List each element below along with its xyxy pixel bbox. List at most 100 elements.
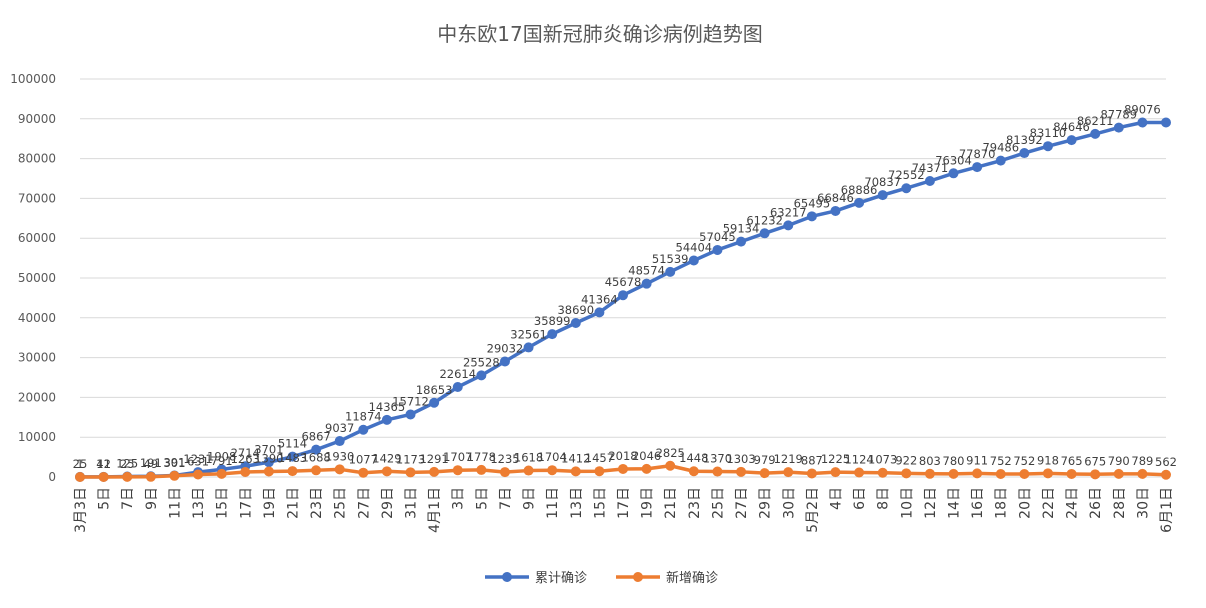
data-label: 77870 bbox=[959, 147, 996, 161]
data-point bbox=[75, 471, 85, 482]
x-tick-label: 13日 bbox=[569, 487, 585, 519]
data-label: 922 bbox=[895, 453, 917, 467]
data-label: 631 bbox=[187, 454, 209, 468]
legend-item-new[interactable]: 新增确诊 bbox=[616, 570, 718, 586]
data-label: 57045 bbox=[699, 230, 736, 244]
data-point bbox=[193, 469, 204, 480]
x-tick-label: 17日 bbox=[238, 487, 254, 519]
data-point bbox=[1161, 469, 1171, 480]
x-tick-label: 27日 bbox=[734, 487, 750, 519]
legend-item-cumulative[interactable]: 累计确诊 bbox=[485, 571, 587, 586]
y-tick-label: 90000 bbox=[18, 112, 56, 126]
data-point bbox=[523, 342, 534, 353]
data-label: 1707 bbox=[443, 450, 472, 464]
y-axis: 0 10000 20000 30000 40000 50000 60000 70000 8000… bbox=[10, 72, 56, 484]
x-tick-label: 5月2日 bbox=[805, 487, 821, 533]
x-tick-label: 8日 bbox=[876, 487, 892, 510]
data-point bbox=[759, 228, 770, 239]
x-tick-label: 20日 bbox=[1017, 487, 1033, 519]
data-point bbox=[1066, 468, 1077, 479]
data-point bbox=[523, 465, 534, 476]
x-tick-label: 29日 bbox=[380, 487, 396, 519]
data-label: 84646 bbox=[1053, 120, 1090, 134]
data-label: 1124 bbox=[844, 453, 873, 467]
data-point bbox=[972, 468, 983, 479]
x-tick-label: 7日 bbox=[498, 487, 514, 510]
data-label: 11874 bbox=[345, 410, 382, 424]
data-point bbox=[830, 205, 841, 216]
data-label: 301 bbox=[163, 456, 185, 470]
y-tick-label: 0 bbox=[48, 470, 56, 484]
x-tick-label: 25日 bbox=[333, 487, 349, 519]
data-point bbox=[429, 466, 440, 477]
data-point bbox=[334, 436, 345, 447]
data-label: 70837 bbox=[864, 175, 901, 189]
data-point bbox=[924, 176, 935, 187]
data-label: 1688 bbox=[301, 450, 330, 464]
data-label: 29032 bbox=[487, 341, 524, 355]
data-label: 1618 bbox=[514, 451, 543, 465]
x-tick-label: 15日 bbox=[592, 487, 608, 519]
data-label: 42 bbox=[96, 457, 111, 471]
chart-title: 中东欧17国新冠肺炎确诊病例趋势图 bbox=[437, 22, 762, 46]
data-label: 1073 bbox=[868, 453, 897, 467]
data-point bbox=[736, 466, 747, 477]
data-label: 780 bbox=[943, 454, 965, 468]
data-point bbox=[665, 266, 676, 277]
x-tick-label: 23日 bbox=[687, 487, 703, 519]
data-point bbox=[688, 466, 699, 477]
x-tick-label: 19日 bbox=[262, 487, 278, 519]
data-point bbox=[1066, 135, 1077, 146]
x-tick-label: 11日 bbox=[545, 487, 561, 519]
data-point bbox=[263, 457, 274, 468]
data-label: 125 bbox=[116, 457, 138, 471]
data-label: 790 bbox=[1108, 454, 1130, 468]
data-point bbox=[1137, 468, 1148, 479]
data-label: 35899 bbox=[534, 314, 571, 328]
data-label: 15712 bbox=[392, 394, 429, 408]
data-point bbox=[641, 463, 652, 474]
x-tick-label: 27日 bbox=[356, 487, 372, 519]
legend-marker bbox=[633, 572, 643, 582]
data-point bbox=[547, 329, 558, 340]
data-label: 1231 bbox=[183, 452, 212, 466]
data-point bbox=[311, 465, 322, 476]
data-label: 1303 bbox=[726, 452, 755, 466]
data-label: 11 bbox=[96, 457, 111, 471]
data-label: 38690 bbox=[557, 303, 594, 317]
x-tick-label: 6日 bbox=[852, 487, 868, 510]
data-label: 2714 bbox=[231, 446, 260, 460]
x-tick-label: 24日 bbox=[1065, 487, 1081, 519]
data-point bbox=[263, 466, 274, 477]
data-point bbox=[736, 236, 747, 247]
data-label: 83110 bbox=[1030, 126, 1067, 140]
data-label: 391 bbox=[163, 455, 185, 469]
legend[interactable]: 累计确诊 新增确诊 bbox=[485, 570, 718, 586]
x-tick-label: 21日 bbox=[663, 487, 679, 519]
data-point bbox=[1137, 117, 1148, 128]
data-label: 911 bbox=[966, 453, 988, 467]
data-label: 1173 bbox=[396, 452, 425, 466]
data-label: 2825 bbox=[656, 446, 685, 460]
data-point bbox=[712, 244, 723, 255]
data-point bbox=[1019, 469, 1030, 480]
data-point bbox=[618, 463, 628, 474]
data-point bbox=[405, 467, 416, 478]
data-label: 1235 bbox=[490, 452, 519, 466]
data-label: 1219 bbox=[774, 452, 803, 466]
data-point bbox=[594, 307, 605, 318]
data-label: 979 bbox=[754, 453, 776, 467]
x-tick-label: 4日 bbox=[828, 487, 844, 510]
x-tick-label: 26日 bbox=[1088, 487, 1104, 519]
data-point bbox=[854, 197, 865, 208]
data-point bbox=[547, 465, 558, 476]
x-tick-label: 15日 bbox=[215, 487, 231, 519]
data-label: 66846 bbox=[817, 191, 854, 205]
data-label: 1908 bbox=[207, 449, 236, 463]
data-label: 86211 bbox=[1077, 114, 1114, 128]
data-label: 32561 bbox=[510, 327, 547, 341]
data-label: 1 bbox=[76, 457, 83, 471]
y-tick-label: 40000 bbox=[18, 311, 56, 325]
